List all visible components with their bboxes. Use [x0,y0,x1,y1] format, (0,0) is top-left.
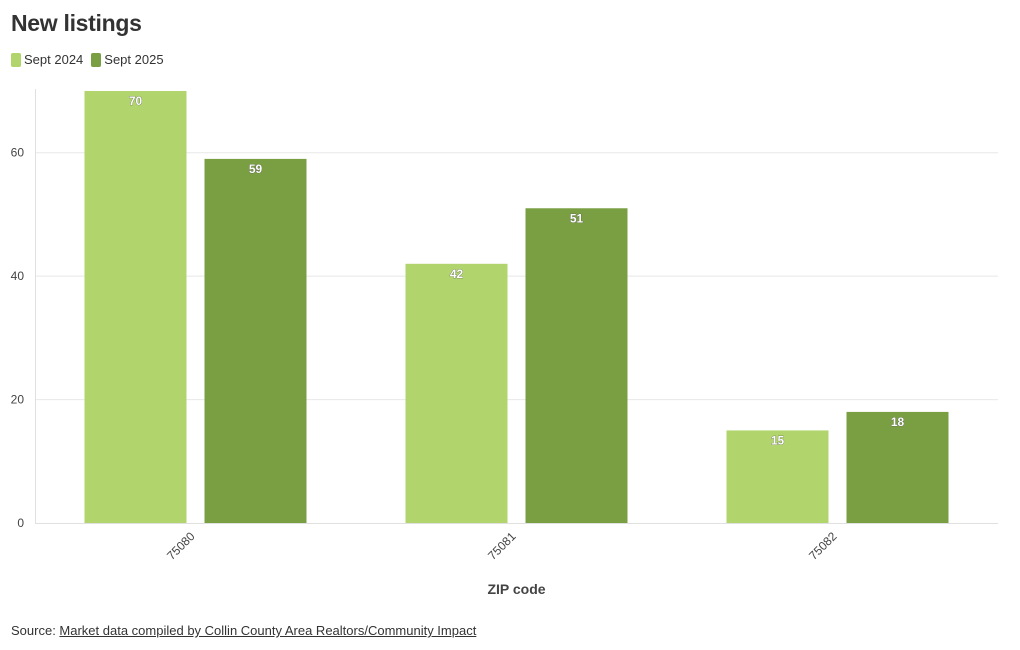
x-axis-title: ZIP code [487,581,545,597]
bar-value-label: 15 [771,433,785,447]
bar [405,263,508,523]
y-tick-label: 40 [11,269,25,283]
source-note: Source: Market data compiled by Collin C… [11,623,476,638]
source-link[interactable]: Market data compiled by Collin County Ar… [59,623,477,638]
y-tick-label: 0 [17,516,24,530]
x-tick-label: 75081 [485,529,519,563]
x-tick-label: 75082 [806,529,840,563]
x-tick-label: 75080 [164,529,198,563]
y-tick-label: 20 [11,393,25,407]
bar-value-label: 70 [129,94,143,108]
legend-swatch [91,52,102,67]
bar-value-label: 51 [570,211,584,225]
bar-value-label: 42 [450,267,464,281]
bar [204,158,307,523]
legend-item-sept-2025[interactable]: Sept 2025 [91,52,164,67]
bar [726,430,829,523]
bar [84,91,187,523]
bar-chart: 0 20 40 60 70 59 75080 42 51 75081 15 18 75082 ZIP co… [11,89,998,597]
legend-item-sept-2024[interactable]: Sept 2024 [11,52,83,67]
source-prefix: Source: [11,623,60,638]
legend: Sept 2024 Sept 2025 [11,52,172,67]
legend-swatch [11,52,21,67]
bar-value-label: 59 [249,162,263,176]
legend-label: Sept 2024 [24,52,84,67]
legend-label: Sept 2025 [104,52,164,67]
bar [846,411,949,523]
chart-title: New listings [11,10,142,36]
bar-value-label: 18 [891,415,905,429]
y-tick-label: 60 [11,146,25,160]
bar [525,208,628,523]
